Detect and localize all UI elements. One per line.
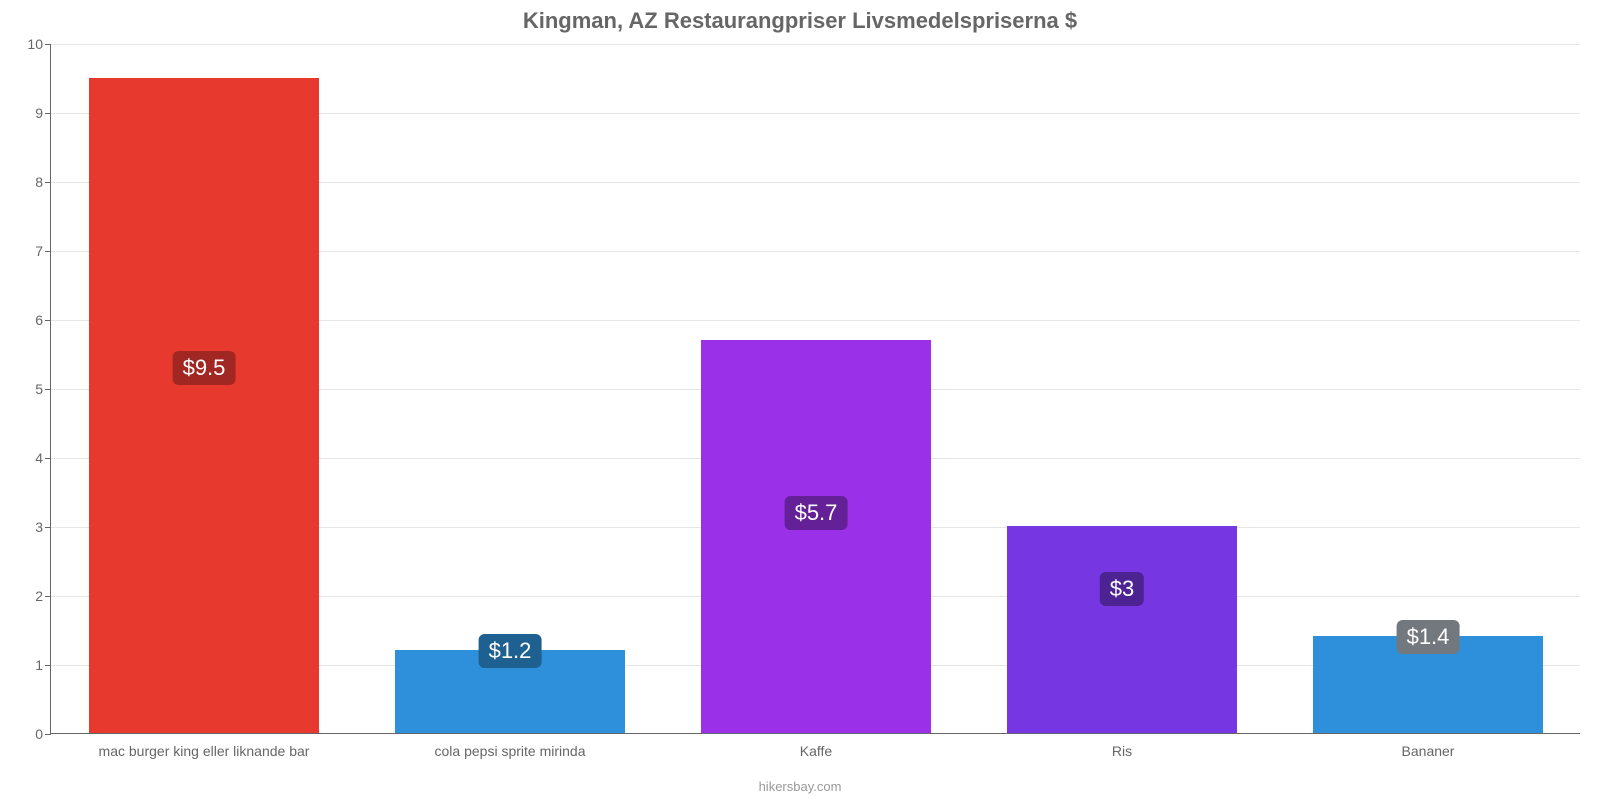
bar-value-label: $5.7: [785, 496, 848, 530]
chart-title: Kingman, AZ Restaurangpriser Livsmedelsp…: [0, 8, 1600, 34]
y-tick-label: 1: [35, 657, 51, 673]
grid-line: [51, 44, 1580, 45]
y-tick-label: 9: [35, 105, 51, 121]
bar: [89, 78, 319, 734]
y-tick-label: 10: [27, 36, 51, 52]
bar-value-label: $9.5: [173, 351, 236, 385]
x-category-label: Kaffe: [800, 733, 832, 759]
x-category-label: mac burger king eller liknande bar: [99, 733, 310, 759]
y-tick-label: 3: [35, 519, 51, 535]
y-tick-label: 4: [35, 450, 51, 466]
bar-value-label: $3: [1100, 572, 1144, 606]
credit-text: hikersbay.com: [0, 779, 1600, 794]
plot-area: 012345678910$9.5mac burger king eller li…: [50, 44, 1580, 734]
y-tick-label: 5: [35, 381, 51, 397]
bar: [1007, 526, 1237, 733]
bar-value-label: $1.4: [1397, 620, 1460, 654]
bar: [701, 340, 931, 733]
y-tick-label: 8: [35, 174, 51, 190]
y-tick-label: 0: [35, 726, 51, 742]
x-category-label: Bananer: [1402, 733, 1455, 759]
chart-container: Kingman, AZ Restaurangpriser Livsmedelsp…: [0, 0, 1600, 800]
x-category-label: cola pepsi sprite mirinda: [435, 733, 586, 759]
bar-value-label: $1.2: [479, 634, 542, 668]
y-tick-label: 7: [35, 243, 51, 259]
y-tick-label: 6: [35, 312, 51, 328]
x-category-label: Ris: [1112, 733, 1132, 759]
y-tick-label: 2: [35, 588, 51, 604]
